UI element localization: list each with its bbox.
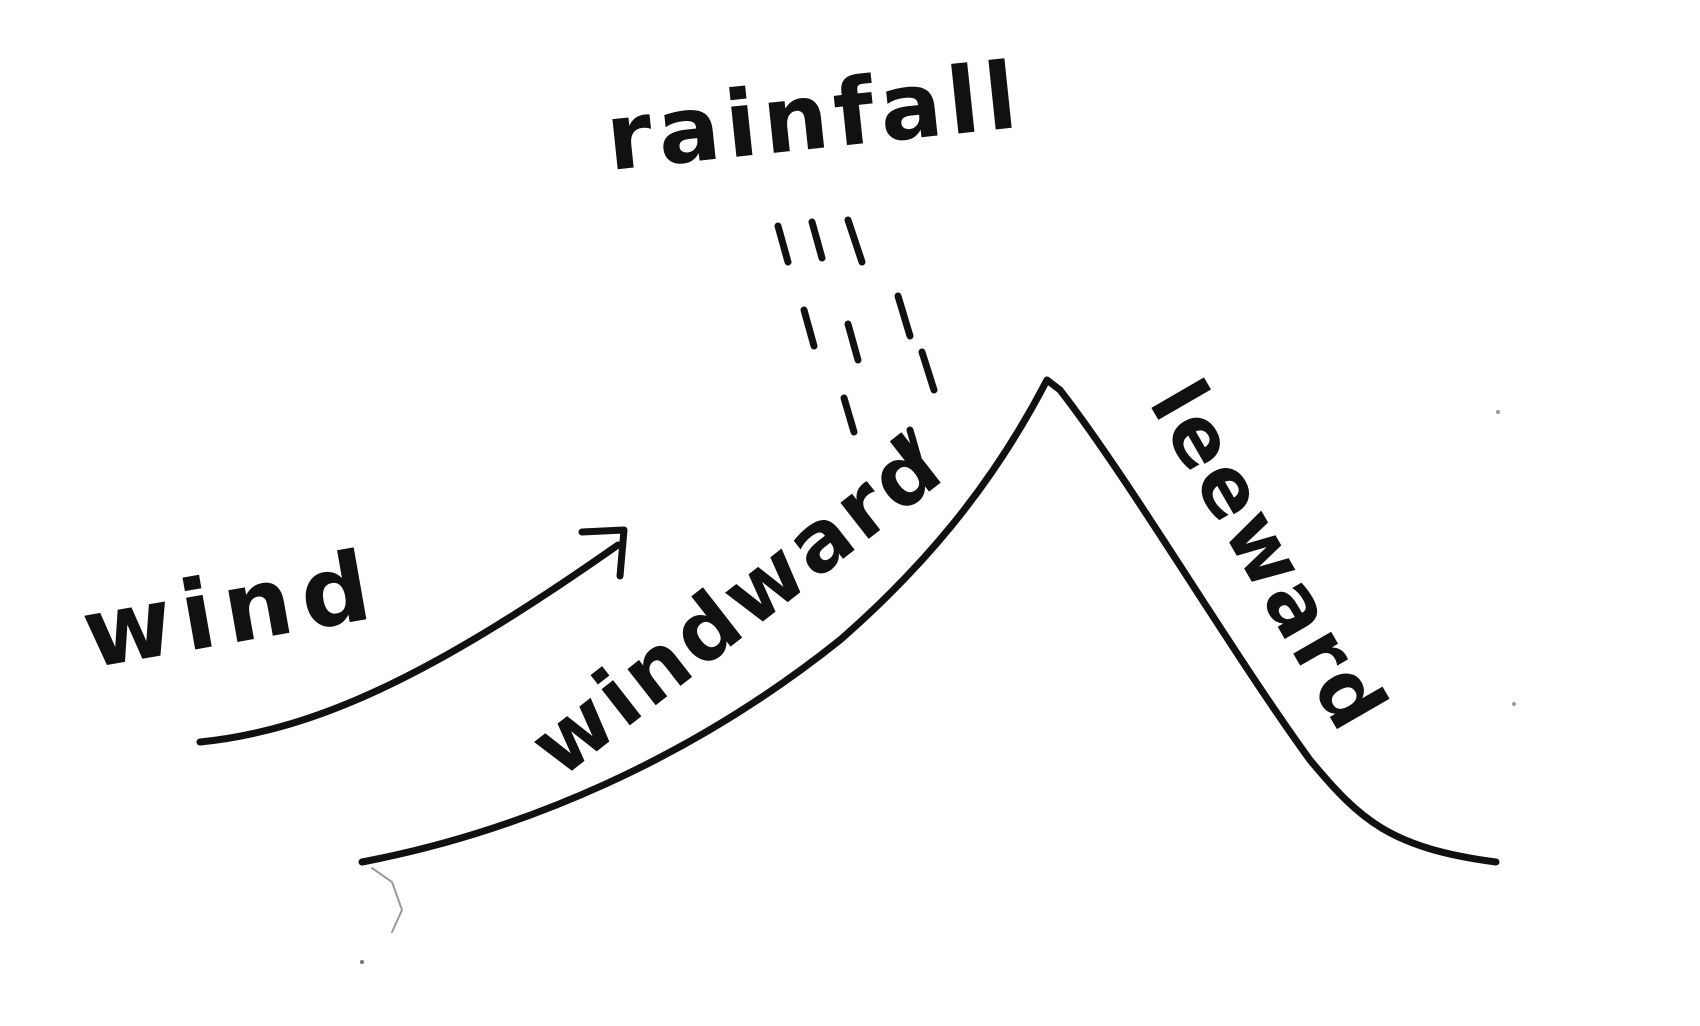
rain-dash bbox=[840, 394, 858, 436]
rain-dash bbox=[800, 306, 818, 350]
wind-arrow bbox=[196, 526, 628, 746]
wind-arrow-shaft bbox=[196, 541, 622, 746]
rain-dash bbox=[844, 320, 862, 364]
label-wind: wind bbox=[75, 528, 389, 690]
rain-dashes bbox=[774, 216, 938, 462]
ink-speck bbox=[1512, 702, 1516, 706]
rain-dash bbox=[774, 222, 792, 266]
base-flick bbox=[371, 867, 404, 933]
ink-speck bbox=[1496, 410, 1500, 414]
wind-arrow-head bbox=[578, 526, 628, 580]
rain-dash bbox=[894, 292, 914, 340]
rain-dash bbox=[808, 218, 826, 262]
mountain-outline bbox=[358, 376, 1500, 866]
ink-dot bbox=[360, 960, 364, 964]
rain-dash bbox=[918, 348, 938, 394]
rain-dash bbox=[844, 216, 866, 266]
label-rainfall: rainfall bbox=[601, 42, 1028, 192]
label-windward: windward bbox=[512, 414, 962, 795]
rain-dash bbox=[906, 426, 922, 462]
